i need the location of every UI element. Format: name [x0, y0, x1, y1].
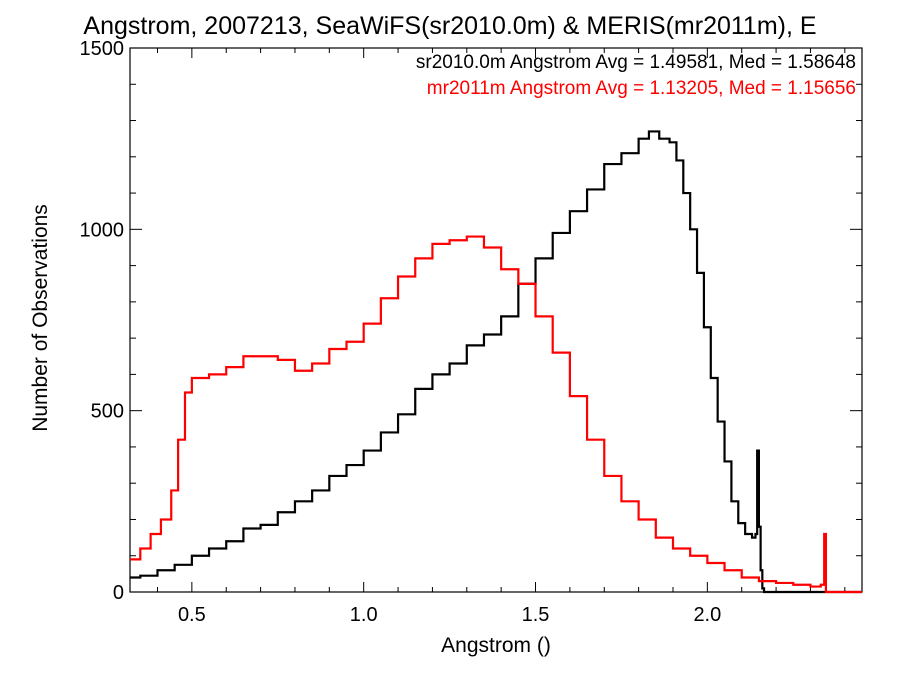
- series-mr2011-histogram: [130, 235, 862, 594]
- x-axis: 0.5 1.0 1.5 2.0: [156, 48, 846, 626]
- series-sr2010-histogram: [130, 130, 862, 594]
- x-tick-label: 1.5: [522, 604, 550, 626]
- y-tick-label: 1500: [80, 38, 125, 60]
- y-axis: 0 500 1000 1500: [80, 38, 862, 604]
- chart-title: Angstrom, 2007213, SeaWiFS(sr2010.0m) & …: [83, 12, 816, 40]
- y-axis-label: Number of Observations: [29, 204, 52, 432]
- plot-frame: [129, 47, 863, 593]
- series-group: [130, 130, 862, 594]
- x-tick-label: 0.5: [178, 604, 206, 626]
- y-tick-label: 1000: [80, 219, 125, 241]
- y-tick-label: 0: [113, 582, 124, 604]
- x-axis-label: Angstrom (): [441, 634, 551, 657]
- legend-entry-mr2011: mr2011m Angstrom Avg = 1.13205, Med = 1.…: [427, 78, 856, 99]
- x-tick-label: 1.0: [350, 604, 378, 626]
- y-tick-label: 500: [91, 401, 124, 423]
- legend-entry-sr2010: sr2010.0m Angstrom Avg = 1.49581, Med = …: [416, 52, 856, 73]
- x-tick-label: 2.0: [693, 604, 721, 626]
